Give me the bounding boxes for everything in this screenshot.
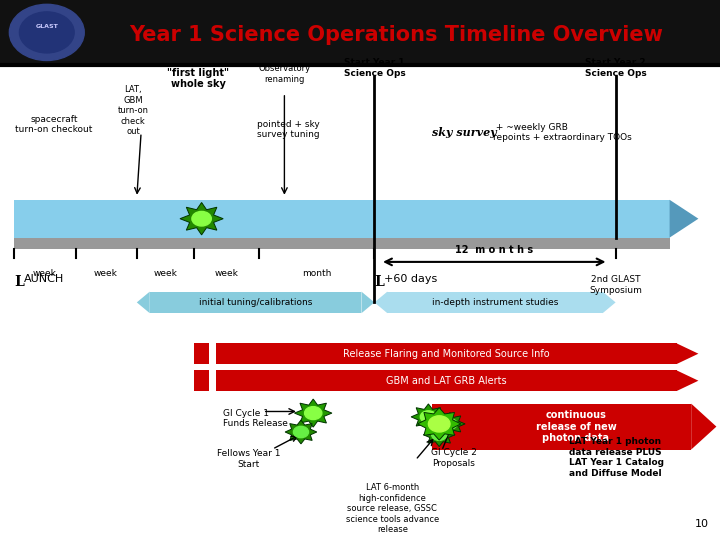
FancyBboxPatch shape bbox=[216, 370, 677, 391]
Text: LAT 6-month
high-confidence
source release, GSSC
science tools advance
release: LAT 6-month high-confidence source relea… bbox=[346, 483, 439, 534]
Polygon shape bbox=[670, 200, 698, 238]
Text: sky survey: sky survey bbox=[432, 127, 497, 138]
Text: GBM and LAT GRB Alerts: GBM and LAT GRB Alerts bbox=[386, 376, 507, 386]
Polygon shape bbox=[691, 404, 716, 449]
FancyBboxPatch shape bbox=[194, 370, 209, 391]
Text: Funds Release: Funds Release bbox=[223, 420, 288, 428]
Polygon shape bbox=[418, 408, 461, 440]
Circle shape bbox=[9, 4, 84, 60]
Text: AUNCH: AUNCH bbox=[24, 274, 64, 284]
Text: week: week bbox=[153, 269, 178, 278]
Polygon shape bbox=[423, 423, 455, 447]
FancyBboxPatch shape bbox=[387, 292, 603, 313]
Polygon shape bbox=[411, 404, 446, 430]
Circle shape bbox=[19, 12, 74, 53]
Polygon shape bbox=[294, 399, 332, 427]
Text: Observatory
renaming: Observatory renaming bbox=[258, 64, 310, 84]
Text: Year 1 Science Operations Timeline Overview: Year 1 Science Operations Timeline Overv… bbox=[129, 25, 663, 45]
Circle shape bbox=[443, 418, 457, 429]
Text: 12  m o n t h s: 12 m o n t h s bbox=[455, 245, 533, 255]
FancyBboxPatch shape bbox=[432, 404, 691, 449]
Polygon shape bbox=[677, 370, 698, 391]
Text: pointed + sky
survey tuning: pointed + sky survey tuning bbox=[256, 120, 320, 139]
Circle shape bbox=[305, 407, 322, 420]
FancyBboxPatch shape bbox=[0, 0, 720, 65]
FancyBboxPatch shape bbox=[14, 200, 670, 238]
Text: +60 days: +60 days bbox=[384, 274, 437, 284]
Polygon shape bbox=[180, 202, 223, 235]
Text: GI Cycle 1: GI Cycle 1 bbox=[223, 409, 269, 417]
Text: 2nd GLAST
Symposium: 2nd GLAST Symposium bbox=[589, 275, 642, 295]
FancyBboxPatch shape bbox=[216, 343, 677, 364]
Polygon shape bbox=[361, 292, 374, 313]
Text: spacecraft
turn-on checkout: spacecraft turn-on checkout bbox=[15, 114, 93, 134]
Text: GLAST: GLAST bbox=[35, 24, 58, 30]
Polygon shape bbox=[435, 413, 465, 435]
Text: week: week bbox=[215, 269, 239, 278]
Circle shape bbox=[428, 416, 450, 432]
FancyBboxPatch shape bbox=[194, 343, 209, 364]
Text: L: L bbox=[14, 275, 24, 289]
FancyBboxPatch shape bbox=[14, 238, 670, 249]
Polygon shape bbox=[677, 343, 698, 364]
Text: "first light"
whole sky: "first light" whole sky bbox=[167, 68, 229, 89]
Text: month: month bbox=[302, 269, 331, 278]
Text: week: week bbox=[94, 269, 118, 278]
Polygon shape bbox=[603, 292, 616, 313]
Circle shape bbox=[420, 411, 436, 423]
Polygon shape bbox=[374, 292, 387, 313]
Text: in-depth instrument studies: in-depth instrument studies bbox=[432, 298, 558, 307]
Text: LAT Year 1 photon
data release PLUS
LAT Year 1 Catalog
and Diffuse Model: LAT Year 1 photon data release PLUS LAT … bbox=[569, 437, 664, 477]
Circle shape bbox=[192, 211, 212, 226]
Text: continuous
release of new
photon data: continuous release of new photon data bbox=[536, 410, 616, 443]
Circle shape bbox=[294, 427, 308, 437]
Text: initial tuning/calibrations: initial tuning/calibrations bbox=[199, 298, 312, 307]
Polygon shape bbox=[137, 292, 150, 313]
Text: Start Year 1
Science Ops: Start Year 1 Science Ops bbox=[343, 58, 405, 78]
Circle shape bbox=[432, 429, 446, 441]
Text: GI Cycle 2
Proposals: GI Cycle 2 Proposals bbox=[431, 448, 477, 468]
Text: Start Year 2
Science Ops: Start Year 2 Science Ops bbox=[585, 58, 647, 78]
Text: week: week bbox=[32, 269, 57, 278]
Text: LAT,
GBM
turn-on
check
out: LAT, GBM turn-on check out bbox=[117, 85, 149, 136]
Polygon shape bbox=[285, 420, 317, 444]
Text: + ~weekly GRB
repoints + extraordinary TOOs: + ~weekly GRB repoints + extraordinary T… bbox=[493, 123, 632, 142]
Text: 10: 10 bbox=[696, 519, 709, 529]
Text: Fellows Year 1
Start: Fellows Year 1 Start bbox=[217, 449, 280, 469]
Text: Release Flaring and Monitored Source Info: Release Flaring and Monitored Source Inf… bbox=[343, 349, 549, 359]
FancyBboxPatch shape bbox=[150, 292, 361, 313]
Text: L: L bbox=[374, 275, 384, 289]
